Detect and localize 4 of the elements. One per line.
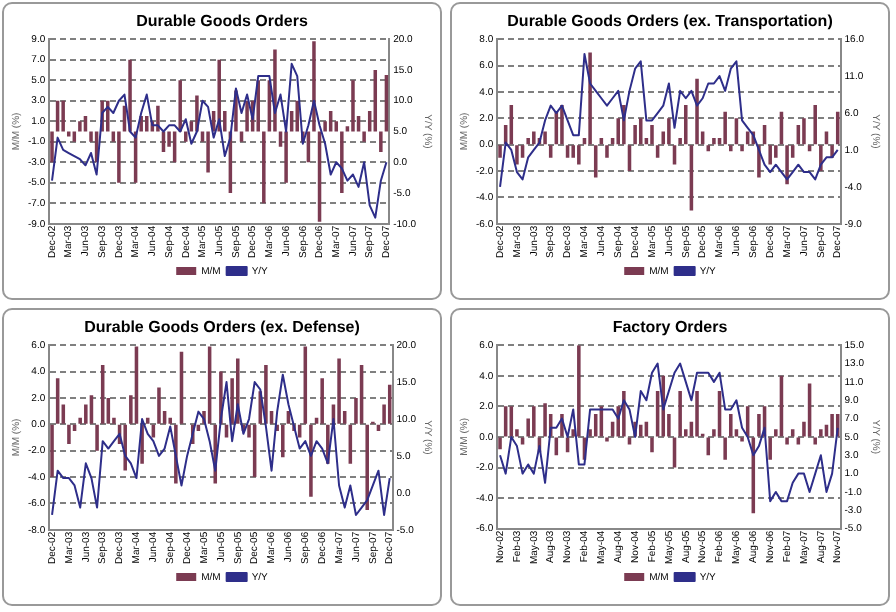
chart-title: Durable Goods Orders (ex. Defense) (84, 318, 361, 337)
chart-title: Durable Goods Orders (136, 12, 309, 31)
chart-title: Factory Orders (612, 318, 729, 337)
chart-title: Durable Goods Orders (ex. Transportation) (507, 12, 834, 31)
